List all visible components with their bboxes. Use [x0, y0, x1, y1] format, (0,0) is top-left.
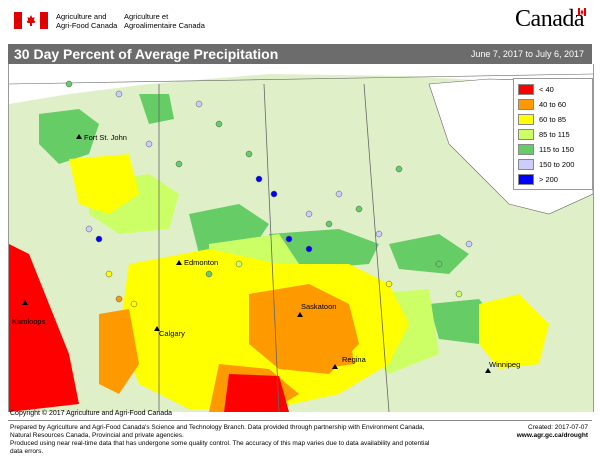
legend-swatch [518, 159, 534, 170]
department-en-line1: Agriculture and [56, 12, 107, 21]
city-markers: Fort St. John Edmonton Kamloops Calgary … [12, 133, 520, 373]
legend-label: 60 to 85 [539, 115, 567, 124]
canada-wordmark: Canada [515, 6, 584, 32]
station-markers [65, 80, 473, 308]
map-title: 30 Day Percent of Average Precipitation [14, 46, 279, 62]
city-label: Calgary [159, 329, 185, 338]
legend-swatch [518, 99, 534, 110]
city-label: Winnipeg [489, 360, 520, 369]
legend: < 40 40 to 60 60 to 85 85 to 115 115 to 150 1… [513, 78, 593, 190]
legend-label: 85 to 115 [539, 130, 570, 139]
footer-line2: Natural Resources Canada, Provincial and… [10, 432, 184, 439]
legend-swatch [518, 84, 534, 95]
legend-label: 115 to 150 [539, 145, 574, 154]
city-label: Kamloops [12, 317, 46, 326]
legend-item: 150 to 200 [518, 157, 590, 172]
date-range: June 7, 2017 to July 6, 2017 [470, 49, 584, 59]
city-label: Fort St. John [84, 133, 127, 142]
legend-label: > 200 [539, 175, 558, 184]
footer-line3: Produced using near real-time data that … [10, 440, 430, 455]
legend-item: 40 to 60 [518, 97, 590, 112]
legend-swatch [518, 114, 534, 125]
legend-item: 85 to 115 [518, 127, 590, 142]
city-label: Saskatoon [301, 302, 336, 311]
legend-label: 150 to 200 [539, 160, 575, 169]
legend-swatch [518, 144, 534, 155]
footer-line1: Prepared by Agriculture and Agri-Food Ca… [10, 424, 425, 431]
department-name-english: Agriculture and Agri-Food Canada [56, 12, 117, 30]
canada-flag-icon [14, 12, 48, 29]
footer-notes: Prepared by Agriculture and Agri-Food Ca… [10, 424, 440, 456]
page-header: Agriculture and Agri-Food Canada Agricul… [0, 0, 600, 44]
copyright: Copyright © 2017 Agriculture and Agri-Fo… [10, 410, 172, 417]
wordmark-flag-icon [578, 8, 586, 16]
map-title-bar: 30 Day Percent of Average Precipitation … [8, 44, 592, 64]
department-en-line2: Agri-Food Canada [56, 21, 118, 30]
legend-item: < 40 [518, 82, 590, 97]
department-name-french: Agriculture et Agroalimentaire Canada [124, 12, 205, 30]
legend-item: 115 to 150 [518, 142, 590, 157]
legend-item: > 200 [518, 172, 590, 187]
legend-label: < 40 [539, 85, 554, 94]
precipitation-map: Fort St. John Edmonton Kamloops Calgary … [8, 64, 594, 412]
legend-swatch [518, 129, 534, 140]
footer-url[interactable]: www.agr.gc.ca/drought [516, 432, 588, 439]
legend-label: 40 to 60 [539, 100, 567, 109]
department-fr-line1: Agriculture et [124, 12, 169, 21]
created-date: Created: 2017-07-07 [528, 424, 588, 431]
legend-item: 60 to 85 [518, 112, 590, 127]
map-canvas: Fort St. John Edmonton Kamloops Calgary … [9, 64, 593, 412]
legend-swatch [518, 174, 534, 185]
page-footer: Prepared by Agriculture and Agri-Food Ca… [8, 420, 592, 457]
city-label: Regina [342, 355, 367, 364]
footer-meta: Created: 2017-07-07 www.agr.gc.ca/drough… [517, 424, 588, 440]
city-label: Edmonton [184, 258, 218, 267]
department-fr-line2: Agroalimentaire Canada [124, 21, 205, 30]
